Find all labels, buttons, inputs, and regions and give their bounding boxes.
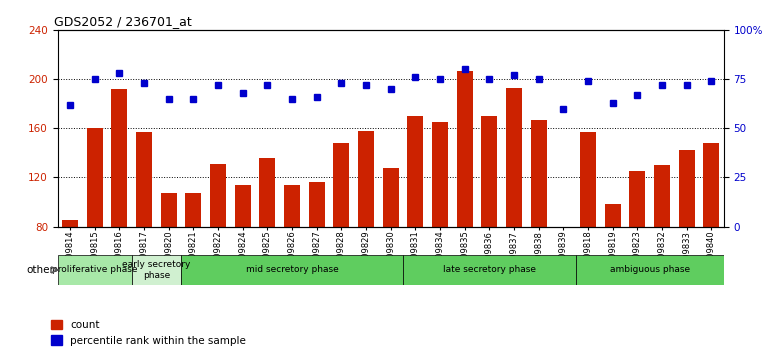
Bar [654, 165, 670, 227]
Bar [531, 120, 547, 227]
Bar [333, 143, 350, 227]
Bar [284, 185, 300, 227]
Bar [704, 143, 719, 227]
Bar [58, 255, 132, 285]
Text: proliferative phase: proliferative phase [52, 266, 138, 274]
Bar [112, 89, 128, 227]
Bar [679, 150, 695, 227]
Bar [481, 116, 497, 227]
Bar [506, 88, 522, 227]
Bar [576, 255, 724, 285]
Bar [580, 132, 596, 227]
Bar [181, 255, 403, 285]
Bar [210, 164, 226, 227]
Bar [457, 70, 473, 227]
Bar [358, 131, 374, 227]
Bar [432, 122, 448, 227]
Bar [62, 221, 78, 227]
Bar [403, 255, 576, 285]
Bar [87, 128, 102, 227]
Bar [407, 116, 424, 227]
Text: GDS2052 / 236701_at: GDS2052 / 236701_at [55, 15, 192, 28]
Bar [383, 167, 399, 227]
Bar [136, 132, 152, 227]
Bar [309, 182, 325, 227]
Text: late secretory phase: late secretory phase [443, 266, 536, 274]
Text: other: other [26, 265, 55, 275]
Legend: count, percentile rank within the sample: count, percentile rank within the sample [52, 320, 246, 346]
Bar [132, 255, 181, 285]
Text: ambiguous phase: ambiguous phase [610, 266, 690, 274]
Bar [629, 171, 645, 227]
Bar [259, 158, 276, 227]
Text: mid secretory phase: mid secretory phase [246, 266, 339, 274]
Bar [186, 193, 202, 227]
Text: early secretory
phase: early secretory phase [122, 260, 191, 280]
Bar [161, 193, 177, 227]
Bar [604, 205, 621, 227]
Bar [235, 185, 251, 227]
